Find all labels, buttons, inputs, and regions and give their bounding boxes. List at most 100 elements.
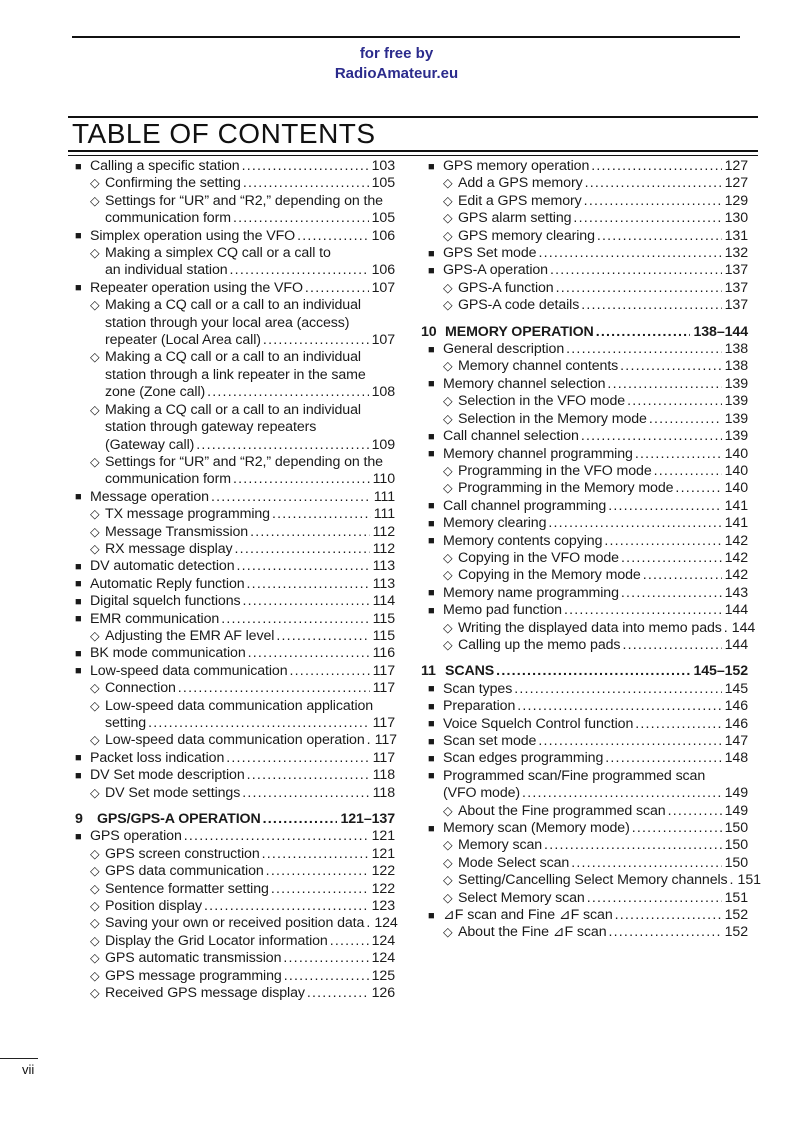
toc-entry[interactable]: ◇ Message Transmission 112 xyxy=(75,524,395,541)
page-number: 121 xyxy=(371,828,395,845)
toc-entry[interactable]: ■ GPS-A operation 137 xyxy=(428,262,748,279)
toc-entry[interactable]: ◇ TX message programming 111 xyxy=(75,506,395,523)
toc-entry[interactable]: ■ Scan types 145 xyxy=(428,681,748,698)
toc-entry[interactable]: ◇ Programming in the Memory mode 140 xyxy=(428,480,748,497)
entry-body: GPS-A operation 137 xyxy=(443,262,748,279)
toc-entry[interactable]: ■ ⊿F scan and Fine ⊿F scan 152 xyxy=(428,907,748,924)
toc-entry[interactable]: ■ GPS Set mode 132 xyxy=(428,245,748,262)
toc-entry[interactable]: ◇ Position display 123 xyxy=(75,898,395,915)
radioamateur-link[interactable]: RadioAmateur.eu xyxy=(334,65,459,82)
toc-entry[interactable]: ◇ Memory scan 150 xyxy=(428,837,748,854)
page-number: 111 xyxy=(373,488,395,505)
dot-leader xyxy=(643,567,722,584)
toc-chapter-entry[interactable]: 11 SCANS 145–152 xyxy=(421,663,748,680)
entry-body: GPS screen construction 121 xyxy=(105,846,395,863)
toc-entry[interactable]: ◇ Add a GPS memory 127 xyxy=(428,175,748,192)
entry-label: Copying in the VFO mode xyxy=(458,549,619,566)
toc-entry[interactable]: ■ Simplex operation using the VFO 106 xyxy=(75,228,395,245)
toc-entry[interactable]: ◇ Settings for “UR” and “R2,” depending o… xyxy=(75,454,395,489)
toc-entry[interactable]: ◇ About the Fine programmed scan 149 xyxy=(428,803,748,820)
toc-entry[interactable]: ◇ GPS-A function 137 xyxy=(428,280,748,297)
toc-entry[interactable]: ◇ Settings for “UR” and “R2,” depending o… xyxy=(75,193,395,228)
toc-chapter-entry[interactable]: 10 MEMORY OPERATION 138–144 xyxy=(421,324,748,341)
dot-leader xyxy=(148,715,370,732)
toc-entry[interactable]: ■ Digital squelch functions 114 xyxy=(75,593,395,610)
toc-entry[interactable]: ◇ Writing the displayed data into memo pa… xyxy=(428,620,755,637)
toc-entry[interactable]: ◇ GPS message programming 125 xyxy=(75,968,395,985)
toc-entry[interactable]: ■ DV automatic detection 113 xyxy=(75,558,395,575)
toc-entry[interactable]: ◇ Programming in the VFO mode 140 xyxy=(428,463,748,480)
toc-entry[interactable]: ■ Memory channel programming 140 xyxy=(428,446,748,463)
toc-entry[interactable]: ■ Memory clearing 141 xyxy=(428,515,748,532)
toc-entry[interactable]: ◇ GPS data communication 122 xyxy=(75,863,395,880)
toc-entry[interactable]: ◇ Select Memory scan 151 xyxy=(428,890,748,907)
toc-entry[interactable]: ◇ Display the Grid Locator information 124 xyxy=(75,933,395,950)
toc-entry[interactable]: ■ DV Set mode description 118 xyxy=(75,767,395,784)
toc-entry[interactable]: ◇ Saving your own or received position da… xyxy=(75,915,398,932)
entry-body: Memory channel contents 138 xyxy=(458,358,748,375)
toc-entry[interactable]: ■ BK mode communication 116 xyxy=(75,645,395,662)
toc-entry[interactable]: ◇ DV Set mode settings 118 xyxy=(75,785,395,802)
toc-entry[interactable]: ■ Message operation 111 xyxy=(75,489,395,506)
toc-entry[interactable]: ■ Call channel selection 139 xyxy=(428,428,748,445)
toc-entry[interactable]: ◇ Selection in the Memory mode 139 xyxy=(428,411,748,428)
toc-entry[interactable]: ■ Scan edges programming 148 xyxy=(428,750,748,767)
toc-entry[interactable]: ◇ Making a simplex CQ call or a call to an… xyxy=(75,245,395,280)
toc-entry[interactable]: ◇ Selection in the VFO mode 139 xyxy=(428,393,748,410)
toc-entry[interactable]: ■ Scan set mode 147 xyxy=(428,733,748,750)
toc-entry[interactable]: ◇ Edit a GPS memory 129 xyxy=(428,193,748,210)
toc-entry[interactable]: ■ Voice Squelch Control function 146 xyxy=(428,716,748,733)
toc-entry[interactable]: ◇ Making a CQ call or a call to an indivi… xyxy=(75,349,395,401)
toc-entry[interactable]: ◇ Connection 117 xyxy=(75,680,395,697)
toc-entry[interactable]: ■ Packet loss indication 117 xyxy=(75,750,395,767)
toc-entry[interactable]: ■ Calling a specific station 103 xyxy=(75,158,395,175)
toc-entry[interactable]: ■ Memory name programming 143 xyxy=(428,585,748,602)
toc-entry[interactable]: ◇ GPS automatic transmission 124 xyxy=(75,950,395,967)
toc-entry[interactable]: ■ Memo pad function 144 xyxy=(428,602,748,619)
toc-entry[interactable]: ■ Memory contents copying 142 xyxy=(428,533,748,550)
toc-entry[interactable]: ■ GPS memory operation 127 xyxy=(428,158,748,175)
footer-page-number: vii xyxy=(22,1062,35,1077)
toc-entry[interactable]: ◇ Confirming the setting 105 xyxy=(75,175,395,192)
toc-entry[interactable]: ■ Programmed scan/Fine programmed scan (VF… xyxy=(428,768,748,803)
toc-entry[interactable]: ■ Call channel programming 141 xyxy=(428,498,748,515)
toc-entry[interactable]: ◇ GPS-A code details 137 xyxy=(428,297,748,314)
toc-entry[interactable]: ◇ Adjusting the EMR AF level 115 xyxy=(75,628,395,645)
page-number: 151 xyxy=(737,872,761,889)
toc-entry[interactable]: ◇ Copying in the VFO mode 142 xyxy=(428,550,748,567)
toc-entry[interactable]: ◇ Making a CQ call or a call to an indivi… xyxy=(75,297,395,349)
toc-entry[interactable]: ◇ Making a CQ call or a call to an indivi… xyxy=(75,402,395,454)
diamond-bullet-icon: ◇ xyxy=(90,193,100,208)
entry-body: Memory channel selection 139 xyxy=(443,376,748,393)
toc-entry[interactable]: ◇ Memory channel contents 138 xyxy=(428,358,748,375)
toc-entry[interactable]: ■ Memory scan (Memory mode) 150 xyxy=(428,820,748,837)
toc-entry[interactable]: ◇ Received GPS message display 126 xyxy=(75,985,395,1002)
diamond-bullet-icon: ◇ xyxy=(90,298,100,313)
top-divider xyxy=(72,36,740,38)
entry-body: Mode Select scan 150 xyxy=(458,855,748,872)
toc-entry[interactable]: ◇ RX message display 112 xyxy=(75,541,395,558)
toc-entry[interactable]: ■ General description 138 xyxy=(428,341,748,358)
toc-entry[interactable]: ◇ GPS screen construction 121 xyxy=(75,846,395,863)
toc-entry[interactable]: ◇ Low-speed data communication operation 1… xyxy=(75,732,397,749)
entry-label: Memory name programming xyxy=(443,584,619,601)
toc-entry[interactable]: ◇ Calling up the memo pads 144 xyxy=(428,637,748,654)
toc-entry[interactable]: ■ Low-speed data communication 117 xyxy=(75,663,395,680)
toc-entry[interactable]: ◇ Copying in the Memory mode 142 xyxy=(428,567,748,584)
toc-entry[interactable]: ◇ Low-speed data communication applicatio… xyxy=(75,698,395,733)
toc-entry[interactable]: ■ Memory channel selection 139 xyxy=(428,376,748,393)
toc-chapter-entry[interactable]: 9 GPS/GPS-A OPERATION 121–137 xyxy=(75,811,395,828)
toc-entry[interactable]: ◇ Sentence formatter setting 122 xyxy=(75,881,395,898)
toc-entry[interactable]: ■ Repeater operation using the VFO 107 xyxy=(75,280,395,297)
toc-entry[interactable]: ◇ GPS memory clearing 131 xyxy=(428,228,748,245)
toc-entry[interactable]: ◇ GPS alarm setting 130 xyxy=(428,210,748,227)
toc-entry[interactable]: ◇ Setting/Cancelling Select Memory channe… xyxy=(428,872,761,889)
toc-entry[interactable]: ■ Preparation 146 xyxy=(428,698,748,715)
dot-leader xyxy=(522,785,722,802)
toc-entry[interactable]: ■ GPS operation 121 xyxy=(75,828,395,845)
toc-entry[interactable]: ◇ About the Fine ⊿F scan 152 xyxy=(428,924,748,941)
toc-entry[interactable]: ◇ Mode Select scan 150 xyxy=(428,855,748,872)
toc-entry[interactable]: ■ EMR communication 115 xyxy=(75,611,395,628)
toc-entry[interactable]: ■ Automatic Reply function 113 xyxy=(75,576,395,593)
dot-leader xyxy=(297,228,369,245)
